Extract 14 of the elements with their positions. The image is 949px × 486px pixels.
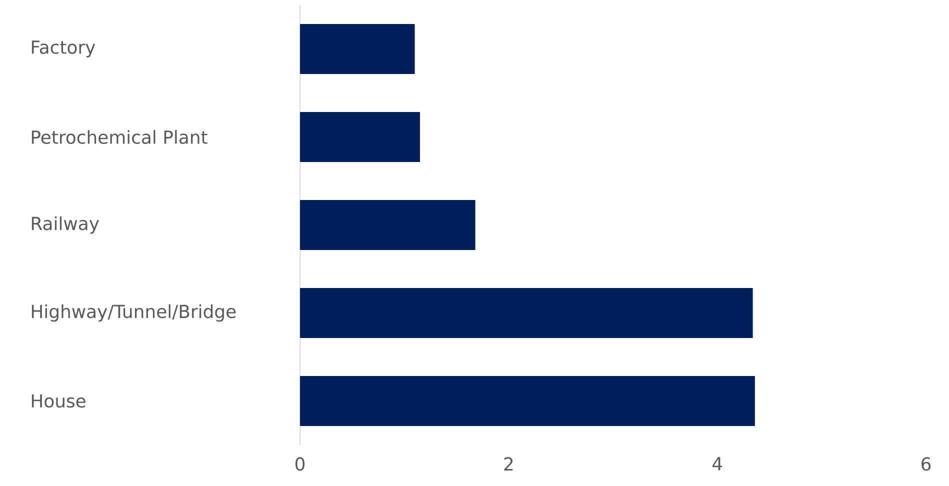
bar: [300, 24, 415, 74]
y-tick-label: Petrochemical Plant: [32, 130, 208, 144]
y-tick-label: Railway: [32, 216, 99, 234]
y-tick-label: House: [32, 394, 86, 408]
bar: [300, 288, 753, 338]
x-tick-label: 0: [295, 457, 305, 471]
y-tick-label: Highway/Tunnel/Bridge: [32, 304, 236, 322]
x-tick-label: 4: [712, 457, 722, 470]
x-tick-label: 6: [922, 457, 931, 471]
x-tick-label: 2: [504, 457, 513, 470]
bar: [300, 200, 476, 250]
bar: [300, 112, 420, 162]
bar: [300, 376, 755, 426]
y-tick-label: Factory: [32, 40, 96, 58]
